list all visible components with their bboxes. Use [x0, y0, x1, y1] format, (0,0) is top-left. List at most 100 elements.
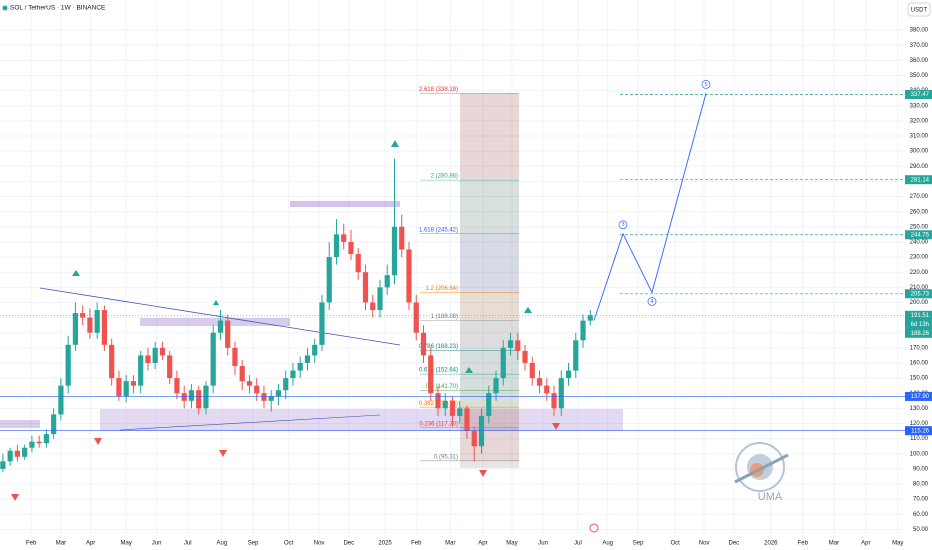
candle-body: [225, 320, 231, 348]
fib-label: 0 (95.31): [434, 454, 458, 460]
fib-band: [460, 427, 519, 461]
x-tick-label: Jul: [184, 541, 192, 547]
x-tick-label: Aug: [602, 541, 613, 547]
fib-band: [460, 93, 519, 181]
candle-body: [413, 302, 419, 333]
price-tag-label: 115.26: [911, 428, 930, 434]
x-tick-label: Apr: [861, 541, 870, 547]
candle-body: [14, 450, 21, 457]
status-dot: [2, 5, 8, 11]
candle-body: [72, 313, 79, 345]
x-tick-label: May: [121, 541, 132, 547]
candle-body: [370, 302, 376, 311]
candle-body: [333, 234, 340, 258]
x-tick-label: Feb: [798, 541, 809, 547]
candle-body: [544, 385, 550, 394]
x-tick-label: Mar: [445, 541, 455, 547]
currency[interactable]: USDT: [911, 8, 928, 14]
candle-body: [341, 234, 347, 242]
x-tick-label: Sep: [633, 541, 644, 547]
y-tick-label: 120.00: [910, 421, 929, 427]
fib-band: [460, 407, 519, 428]
candle-body: [51, 414, 57, 435]
candle-body: [130, 381, 137, 386]
candle-body: [486, 393, 492, 416]
candle-body: [507, 340, 514, 348]
candle-body: [36, 441, 42, 444]
fib-band: [460, 233, 519, 293]
logo-text: UMA: [758, 491, 783, 503]
y-tick-label: 360.00: [910, 58, 929, 64]
candle-body: [573, 340, 579, 371]
candle-body: [536, 378, 543, 386]
candle-body: [326, 257, 332, 303]
x-tick-label: Feb: [26, 541, 37, 547]
x-tick-label: 2026: [764, 541, 778, 547]
y-tick-label: 290.00: [910, 164, 929, 170]
candle-body: [319, 302, 325, 345]
candle-body: [167, 355, 173, 379]
fib-label: 2 (280.86): [431, 174, 458, 180]
candle-body: [565, 370, 572, 379]
candle-body: [58, 385, 64, 415]
wave-circle: [647, 297, 657, 306]
price-tag: [905, 426, 932, 436]
y-tick-label: 130.00: [910, 406, 929, 412]
candle-body: [203, 385, 209, 409]
wave-circle: [701, 80, 711, 89]
candle-body: [551, 393, 557, 409]
y-tick-label: 230.00: [910, 255, 929, 261]
candle-body: [94, 310, 100, 333]
symbol-title: SOL / TetherUS · 1W · BINANCE: [10, 5, 106, 12]
y-tick-label: 210.00: [910, 285, 929, 291]
candle-body: [210, 332, 216, 386]
last-price-tag: [905, 310, 932, 338]
x-tick-label: Dec: [343, 541, 354, 547]
candle-body: [435, 393, 441, 409]
candle-body: [464, 408, 470, 432]
zone: [290, 201, 400, 207]
x-tick-label: Mar: [56, 541, 66, 547]
y-tick-label: 80.00: [913, 482, 929, 488]
candle-body: [348, 241, 354, 255]
price-tag: [905, 89, 932, 99]
candle-body: [138, 355, 144, 386]
candle-body: [29, 441, 35, 448]
x-tick-label: Mar: [829, 541, 839, 547]
candle-body: [377, 287, 383, 311]
event-icon[interactable]: [589, 523, 599, 533]
candle-body: [355, 254, 361, 273]
x-tick-label: Nov: [699, 541, 710, 547]
y-tick-label: 330.00: [910, 103, 929, 109]
candle-body: [101, 310, 108, 345]
candle-body: [297, 362, 303, 371]
candle-body: [275, 390, 282, 397]
candle-body: [80, 313, 86, 318]
candle-body: [587, 315, 593, 321]
fib-label: 0.618 (152.64): [419, 368, 458, 374]
candle-body: [268, 396, 274, 401]
y-tick-label: 90.00: [913, 466, 929, 472]
projection-path: [593, 93, 707, 321]
x-tick-label: Aug: [217, 541, 228, 547]
x-tick-label: Nov: [314, 541, 325, 547]
y-tick-label: 170.00: [910, 345, 929, 351]
price-axis: [905, 0, 932, 536]
price-tag-label: 244.75: [911, 232, 930, 238]
y-tick-label: 270.00: [910, 194, 929, 200]
candle-body: [246, 381, 253, 386]
candle-body: [493, 378, 499, 394]
x-tick-label: Apr: [86, 541, 95, 547]
y-tick-label: 350.00: [910, 73, 929, 79]
candle-body: [188, 390, 195, 401]
price-tag: [905, 175, 932, 185]
candle-body: [500, 347, 506, 379]
candle-body: [283, 378, 289, 391]
candle-body: [109, 344, 115, 379]
y-tick-label: 380.00: [910, 28, 929, 34]
currency-button[interactable]: [907, 2, 931, 17]
price-tag-label: 205.73: [911, 291, 930, 297]
candle-body: [362, 272, 369, 303]
